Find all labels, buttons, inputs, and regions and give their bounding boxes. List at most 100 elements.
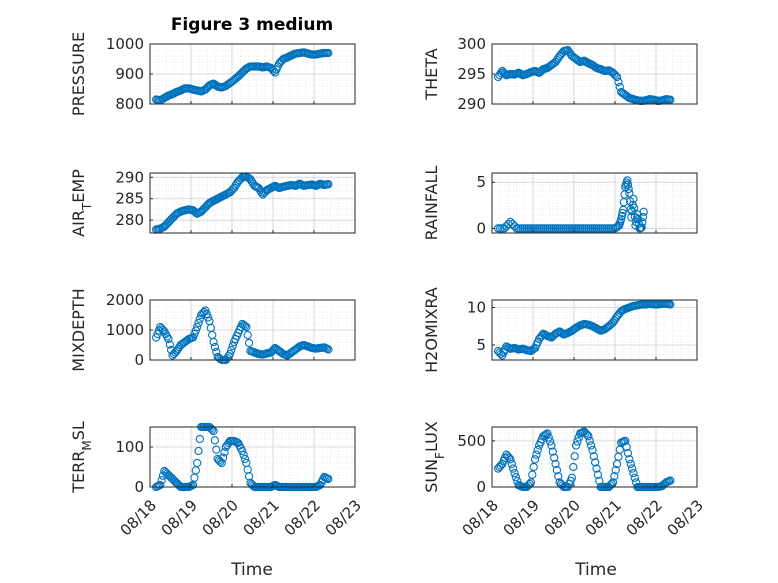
- data-point: [617, 211, 626, 221]
- data-point: [195, 434, 205, 444]
- data-point: [242, 322, 251, 332]
- data-point: [187, 481, 196, 490]
- data-point: [227, 345, 236, 355]
- data-point: [525, 479, 534, 489]
- data-point: [162, 332, 172, 341]
- data-point: [638, 218, 647, 227]
- data-point: [588, 445, 597, 455]
- subplot-pressure: 800 900 1000 PRESSURE: [69, 32, 356, 116]
- data-point: [596, 224, 605, 233]
- data-point: [322, 48, 332, 58]
- y-tick-label: 0: [134, 351, 144, 369]
- data-point: [618, 208, 627, 218]
- data-point: [322, 180, 332, 189]
- data-point: [566, 476, 575, 485]
- y-axis-label: PRESSURE: [69, 32, 88, 116]
- data-point: [199, 204, 209, 213]
- data-point: [664, 477, 674, 486]
- data-point: [629, 469, 638, 478]
- data-point: [611, 465, 620, 475]
- data-point: [165, 216, 174, 226]
- data-point: [208, 80, 217, 89]
- data-point: [236, 322, 246, 332]
- data-point: [199, 307, 209, 317]
- subplot-h2omixra: 5 10 H2OMIXRA: [422, 287, 698, 373]
- data-point: [636, 223, 646, 232]
- data-point: [208, 425, 217, 434]
- y-tick-label: 290: [115, 168, 144, 186]
- data-point: [554, 472, 563, 481]
- data-point: [214, 456, 224, 465]
- data-point: [616, 217, 625, 226]
- y-axis-label: MIXDEPTH: [69, 288, 88, 371]
- data-point: [552, 55, 562, 65]
- data-point: [243, 330, 252, 340]
- data-point: [624, 184, 633, 194]
- data-point: [515, 69, 525, 78]
- data-point: [614, 310, 623, 319]
- data-point: [569, 462, 578, 472]
- y-axis-label: AIRTEMP: [69, 169, 94, 237]
- data-point: [261, 62, 270, 71]
- data-point: [615, 445, 624, 454]
- y-axis-label: SUNFLUX: [422, 421, 447, 493]
- data-point: [565, 47, 574, 57]
- y-tick-label: 0: [134, 478, 144, 496]
- data-point: [553, 224, 562, 233]
- data-point: [255, 185, 265, 195]
- data-point: [524, 481, 533, 490]
- data-point: [533, 445, 542, 455]
- data-point: [627, 464, 637, 473]
- data-point: [318, 49, 328, 58]
- data-point: [548, 447, 557, 456]
- data-point: [198, 205, 207, 215]
- data-point: [190, 207, 199, 216]
- data-point: [164, 218, 173, 227]
- figure-title: Figure 3 medium: [171, 15, 333, 35]
- data-point: [218, 453, 228, 462]
- data-point: [195, 86, 205, 96]
- data-point: [503, 452, 512, 461]
- data-point: [632, 214, 642, 223]
- data-point: [593, 470, 603, 479]
- data-point: [614, 77, 623, 87]
- data-point: [206, 424, 215, 433]
- data-point: [509, 464, 518, 473]
- data-point: [191, 466, 200, 475]
- data-point: [194, 318, 203, 328]
- data-point: [203, 313, 213, 322]
- data-point: [194, 446, 203, 456]
- y-tick-label: 285: [115, 190, 144, 208]
- data-point: [190, 329, 199, 339]
- data-point: [625, 455, 634, 464]
- data-point: [571, 224, 581, 233]
- data-point: [590, 224, 599, 233]
- data-point: [157, 324, 166, 333]
- data-point: [623, 180, 633, 189]
- data-point: [571, 441, 581, 450]
- y-tick-label: 5: [476, 173, 486, 191]
- data-point: [165, 340, 174, 349]
- axes-box: [491, 426, 698, 488]
- data-point: [258, 190, 267, 199]
- data-point: [570, 452, 579, 461]
- data-point: [261, 187, 270, 196]
- subplot-mixdepth: 0 1000 2000 MIXDEPTH: [69, 288, 356, 372]
- data-point: [602, 224, 611, 233]
- data-point: [273, 62, 282, 71]
- data-point: [151, 333, 161, 342]
- data-point: [591, 458, 600, 467]
- data-point: [578, 224, 587, 233]
- data-point: [495, 70, 504, 80]
- data-point: [622, 442, 631, 452]
- data-point: [565, 224, 575, 233]
- subplot-air-temp: 280 285 290 AIRTEMP: [69, 168, 356, 237]
- data-point: [201, 203, 210, 212]
- y-tick-label: 0: [476, 478, 486, 496]
- data-point: [169, 349, 179, 359]
- data-point: [632, 478, 641, 487]
- data-point: [167, 215, 176, 224]
- y-tick-label: 800: [115, 95, 144, 113]
- data-point: [552, 465, 562, 475]
